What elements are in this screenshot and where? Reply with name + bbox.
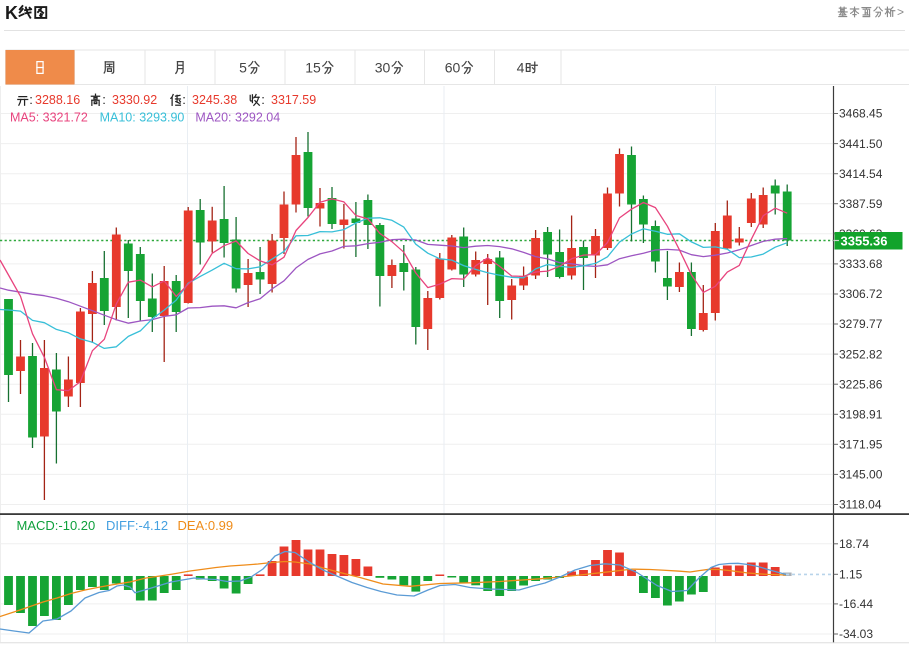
- svg-text:3198.91: 3198.91: [839, 408, 883, 422]
- svg-text:3245.38: 3245.38: [192, 93, 237, 107]
- svg-text::: :: [29, 92, 33, 107]
- svg-text:15: 15: [305, 60, 321, 76]
- svg-text:MA5: 3321.72: MA5: 3321.72: [10, 111, 88, 125]
- svg-text::: :: [102, 92, 106, 107]
- svg-text::: :: [182, 92, 186, 107]
- svg-text:3171.95: 3171.95: [839, 438, 883, 452]
- svg-text:3333.68: 3333.68: [839, 257, 883, 271]
- svg-text:3145.00: 3145.00: [839, 468, 883, 482]
- svg-text:MA20: 3292.04: MA20: 3292.04: [195, 111, 280, 125]
- svg-text:3468.45: 3468.45: [839, 107, 883, 121]
- svg-text:3118.04: 3118.04: [839, 498, 882, 512]
- svg-text:5: 5: [239, 60, 247, 76]
- svg-text:3414.54: 3414.54: [839, 167, 883, 181]
- svg-text:3317.59: 3317.59: [271, 93, 316, 107]
- svg-text:3441.50: 3441.50: [839, 137, 883, 151]
- svg-text:MACD:-10.20: MACD:-10.20: [17, 518, 96, 533]
- svg-text:3252.82: 3252.82: [839, 347, 883, 361]
- svg-text:>: >: [897, 5, 904, 19]
- svg-text:4: 4: [517, 60, 525, 76]
- svg-text:3225.86: 3225.86: [839, 377, 883, 391]
- svg-text:3288.16: 3288.16: [35, 93, 80, 107]
- svg-text:DEA:0.99: DEA:0.99: [178, 518, 234, 533]
- svg-text:3387.59: 3387.59: [839, 197, 883, 211]
- svg-text:3279.77: 3279.77: [839, 317, 883, 331]
- svg-text:-16.44: -16.44: [839, 597, 873, 611]
- svg-text:18.74: 18.74: [839, 537, 869, 551]
- svg-text:3355.36: 3355.36: [841, 233, 888, 248]
- svg-text:3306.72: 3306.72: [839, 287, 883, 301]
- svg-text:-34.03: -34.03: [839, 627, 873, 641]
- svg-text:30: 30: [375, 60, 391, 76]
- svg-text:60: 60: [445, 60, 461, 76]
- svg-text:DIFF:-4.12: DIFF:-4.12: [106, 518, 168, 533]
- svg-text:3330.92: 3330.92: [112, 93, 157, 107]
- svg-text:1.15: 1.15: [839, 568, 863, 582]
- svg-text:MA10: 3293.90: MA10: 3293.90: [100, 111, 185, 125]
- svg-text::: :: [261, 92, 265, 107]
- svg-text:K: K: [5, 3, 18, 23]
